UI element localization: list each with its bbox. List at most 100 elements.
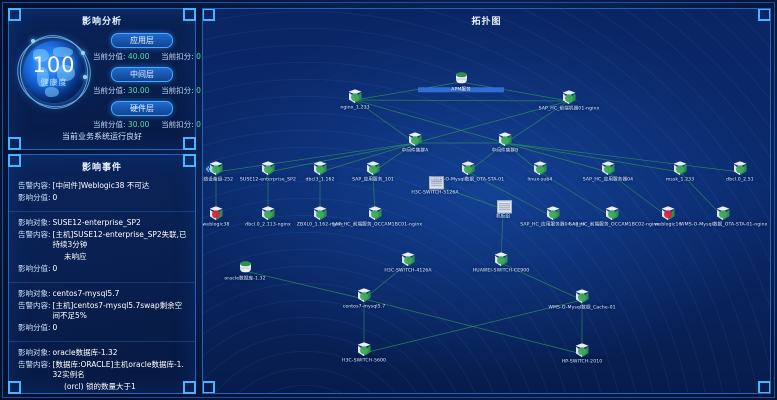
topology-node[interactable]: SAP_HC_应用服务器04-nginx [510, 206, 596, 227]
impact-analysis-title: 影响分析 [81, 17, 122, 27]
topology-node[interactable]: 中间件集群B [462, 132, 548, 153]
topology-node[interactable]: centos7-mysql5.7 [321, 288, 407, 309]
topology-node[interactable]: SUSE12-enterprise_SP2 [225, 161, 311, 182]
topology-node-label: weblogic16 [654, 222, 682, 228]
event-score-value: 0 [52, 264, 58, 273]
layer-hardware-scores: 当前分值: 30.00 当前扣分: 0 [93, 119, 201, 130]
topology-node[interactable]: SAP_HC_应用服务器04 [565, 161, 651, 182]
topology-node-label: APM服务 [418, 87, 504, 93]
layer-score-list: 应用层 当前分值: 40.00 当前扣分: 0 中间层 当前分值: 30.00 … [93, 33, 201, 135]
topology-node[interactable]: H3C-SWITCH-4126A [365, 252, 451, 273]
corner-decoration [183, 8, 196, 21]
deduct-key: 当前扣分: [161, 86, 194, 95]
event-content-row: 告警内容: [主机]centos7-mysql5.7swap剩余空间不足5% [18, 301, 187, 321]
topology-node[interactable]: SAP_HC_前端机器01-nginx [526, 90, 612, 111]
layer-middleware: 中间层 当前分值: 30.00 当前扣分: 0 [93, 67, 201, 96]
server-cube-icon [348, 89, 363, 104]
score-value: 40.00 [127, 52, 150, 61]
topology-title: 拓扑图 [471, 17, 502, 27]
corner-decoration [203, 9, 215, 21]
topology-node-label: centos7-mysql5.7 [342, 304, 386, 310]
event-object-row: 影响对象: oracle数据库-1.32 [18, 348, 187, 358]
topology-node-label: oracle数据库-1.32 [224, 276, 266, 282]
topology-node-label: WMS-O-Mysql数据_Cache-01 [548, 305, 616, 311]
topology-node-label: weblogic38 [202, 222, 230, 228]
server-cube-icon [605, 206, 620, 221]
topology-node[interactable]: dbcl3_1.162 [277, 161, 363, 182]
topology-node[interactable]: WMS-O-Mysql数据_OTA-STA-01-nginx [680, 206, 768, 228]
server-cube-icon [313, 206, 328, 221]
event-content-label: 告警内容: [18, 301, 51, 310]
event-item[interactable]: 影响对象: centos7-mysql5.7 告警内容: [主机]centos7-my… [9, 283, 195, 342]
event-item[interactable]: 影响对象: SUSE12-enterprise_SP2 告警内容: [主机]SUSE1… [9, 212, 195, 283]
topology-node[interactable]: HP-SWITCH-2010 [539, 343, 625, 364]
topology-node[interactable]: dbcl.0_2.51 [697, 161, 770, 182]
topology-node[interactable]: ZBXL0_1.162-nginx [277, 206, 363, 227]
event-score-row: 影响分值: 0 [18, 193, 187, 203]
topology-node[interactable]: weblogic38 [202, 206, 259, 228]
server-cube-icon [357, 288, 372, 303]
event-content-value: [主机]SUSE12-enterprise_SP2失联,已持续3分钟 [52, 230, 187, 249]
server-cube-icon [716, 206, 731, 221]
event-list[interactable]: 告警内容: [中间件]Weblogic38 不可达 影响分值: 0 影响对象: SUSE1… [9, 175, 195, 390]
corner-decoration [183, 381, 196, 394]
topology-node[interactable]: SAP_HC_前端服务_OCCAM1BC01-nginx [332, 206, 422, 227]
topology-node-label: mssk_1.233 [665, 177, 695, 183]
topology-node[interactable]: H3C-SWITCH-5600 [321, 342, 407, 363]
event-score-value: 0 [52, 193, 58, 202]
event-content-row: 告警内容: [中间件]Weblogic38 不可达 [18, 181, 187, 191]
topology-node[interactable]: SAP_应用服务_101 [330, 161, 416, 182]
event-object-label: 影响对象: [18, 218, 51, 227]
topology-node[interactable]: HUAWEI-SWITCH-CE900 [458, 252, 544, 273]
server-cube-icon [461, 161, 476, 176]
topology-node[interactable]: H3C-SWITCH-5126A [392, 174, 478, 195]
server-cube-icon [357, 342, 372, 357]
topology-node[interactable]: 网络设备组-252 [203, 161, 259, 182]
event-item[interactable]: 告警内容: [中间件]Weblogic38 不可达 影响分值: 0 [9, 175, 195, 212]
topology-node[interactable]: 机柜组 [460, 198, 546, 219]
topology-node[interactable]: weblogic16 [625, 206, 711, 227]
impact-analysis-panel: 影响分析 100 健康度 应用层 当前分值: 40. [7, 8, 201, 150]
topology-node[interactable]: mssk_1.233 [637, 161, 723, 182]
score-key: 当前分值: [93, 120, 126, 129]
topology-node[interactable]: linux-sub4 [497, 161, 583, 182]
topology-background [203, 9, 770, 393]
topology-node[interactable]: oracle数据库-1.32 [203, 260, 288, 282]
topology-node[interactable]: dbcl.0_2.113-nginx [225, 206, 311, 227]
layer-hardware: 硬件层 当前分值: 30.00 当前扣分: 0 [93, 101, 201, 130]
event-item[interactable]: 影响对象: oracle数据库-1.32 告警内容: [数据库:ORACLE]主机or… [9, 342, 195, 390]
layer-app: 应用层 当前分值: 40.00 当前扣分: 0 [93, 33, 201, 62]
event-object-value: centos7-mysql5.7 [52, 289, 120, 298]
topology-node[interactable]: 中间件集群A [372, 132, 458, 153]
event-score-row: 影响分值: 0 [18, 323, 187, 333]
topology-node[interactable]: WMS-O-Mysql数据_OTA-STA-01 [425, 161, 511, 182]
impact-events-title: 影响事件 [81, 163, 122, 173]
layer-badge-middleware[interactable]: 中间层 [111, 67, 173, 82]
server-cube-icon [533, 161, 548, 176]
topology-node-label: H3C-SWITCH-4126A [384, 268, 432, 274]
deduct-value: 0 [196, 86, 201, 95]
event-content-row-cont: (orcl) 锁的数量大于1 [18, 382, 187, 390]
topology-node-label: WMS-O-Mysql数据_OTA-STA-01-nginx [680, 222, 768, 228]
event-content-label: 告警内容: [18, 230, 51, 239]
topology-node[interactable]: nginx_1.233 [312, 89, 398, 110]
topology-node[interactable]: SAP_HC_前端服务_OCCAM1BC02-nginx [569, 206, 659, 227]
event-object-label: 影响对象: [18, 348, 51, 357]
topology-links [215, 81, 741, 355]
layer-badge-hardware[interactable]: 硬件层 [111, 101, 173, 116]
health-score-value: 100 [32, 53, 76, 77]
health-score-label: 健康度 [40, 78, 68, 87]
topology-node-label: SAP_HC_应用服务器04 [582, 177, 634, 183]
event-score-label: 影响分值: [18, 264, 51, 273]
globe-continents [23, 41, 85, 103]
topology-node[interactable]: APM服务 [418, 71, 504, 93]
server-cube-icon [209, 161, 224, 176]
collapse-panel-icon[interactable]: « [205, 162, 213, 177]
server-cube-icon [575, 289, 590, 304]
event-score-value: 0 [52, 323, 58, 332]
layer-badge-app[interactable]: 应用层 [111, 33, 173, 48]
event-content-value-cont: (orcl) 锁的数量大于1 [64, 382, 136, 390]
server-cube-icon [546, 206, 561, 221]
event-content-row-cont: 未响应 [18, 252, 187, 262]
topology-node[interactable]: WMS-O-Mysql数据_Cache-01 [539, 289, 625, 310]
